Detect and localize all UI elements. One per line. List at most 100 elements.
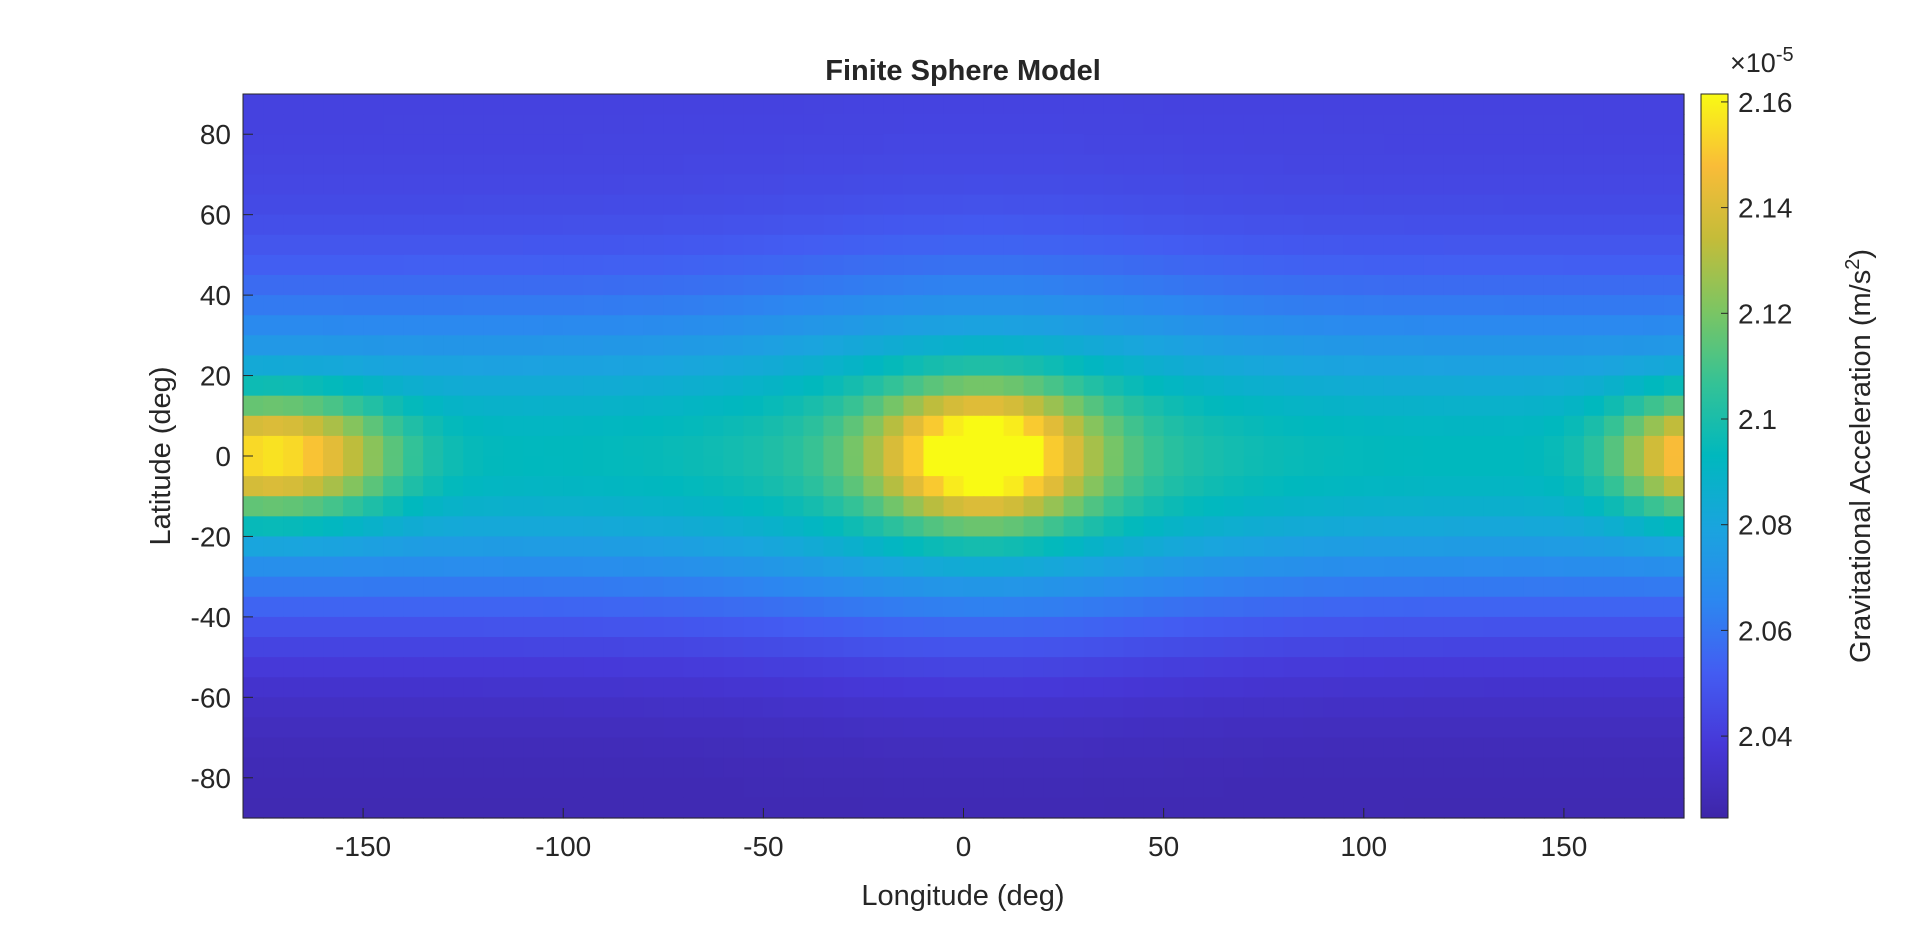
heatmap-cell (1503, 134, 1525, 155)
heatmap-cell (383, 456, 404, 477)
heatmap-cell (1463, 114, 1485, 135)
heatmap-cell (1083, 174, 1105, 196)
heatmap-cell (1403, 134, 1425, 155)
heatmap-cell (1403, 335, 1425, 357)
heatmap-cell (543, 637, 564, 658)
heatmap-cell (443, 94, 464, 115)
heatmap-cell (1443, 375, 1465, 397)
heatmap-cell (383, 757, 404, 779)
heatmap-cell (1103, 757, 1125, 779)
heatmap-cell (763, 335, 784, 357)
heatmap-cell (643, 616, 664, 638)
heatmap-cell (1403, 757, 1425, 779)
heatmap-cell (923, 395, 945, 417)
heatmap-cell (1503, 536, 1525, 558)
heatmap-cell (1623, 375, 1645, 397)
heatmap-cell (883, 275, 905, 296)
heatmap-cell (463, 234, 484, 256)
heatmap-cell (583, 777, 604, 799)
heatmap-cell (303, 154, 324, 176)
heatmap-cell (523, 476, 544, 497)
heatmap-cell (1023, 737, 1045, 759)
heatmap-cell (243, 516, 264, 538)
heatmap-cell (963, 657, 985, 678)
heatmap-cell (1183, 214, 1205, 236)
heatmap-cell (823, 415, 845, 437)
heatmap-cell (943, 697, 965, 719)
heatmap-cell (1303, 435, 1325, 457)
y-tick-label: -60 (191, 682, 231, 713)
heatmap-cell (403, 596, 424, 618)
heatmap-cell (1183, 456, 1205, 477)
heatmap-cell (1203, 496, 1225, 517)
heatmap-cell (803, 516, 824, 538)
heatmap-cell (623, 556, 644, 578)
heatmap-cell (1483, 717, 1505, 739)
heatmap-cell (1603, 496, 1625, 517)
heatmap-cell (1283, 536, 1305, 558)
heatmap-cell (983, 295, 1005, 316)
heatmap-cell (283, 637, 304, 658)
heatmap-cell (1603, 697, 1625, 719)
heatmap-cell (1323, 375, 1345, 397)
heatmap-cell (1503, 697, 1525, 719)
heatmap-cell (483, 536, 504, 558)
heatmap-cell (1063, 395, 1085, 417)
heatmap-cell (543, 456, 564, 477)
heatmap-cell (1463, 355, 1485, 377)
heatmap-cell (1463, 757, 1485, 779)
heatmap-cell (503, 657, 524, 678)
heatmap-cell (663, 737, 684, 759)
heatmap-cell (863, 616, 885, 638)
heatmap-cell (403, 194, 424, 216)
heatmap-cell (883, 556, 905, 578)
heatmap-cell (423, 536, 444, 558)
x-tick-label: 100 (1340, 831, 1387, 862)
heatmap-cell (1463, 254, 1485, 276)
heatmap-cell (263, 596, 284, 618)
heatmap-cell (343, 315, 364, 336)
heatmap-cell (803, 697, 824, 719)
heatmap-cell (563, 456, 584, 477)
heatmap-cell (723, 576, 744, 598)
heatmap-cell (1243, 154, 1265, 176)
heatmap-cell (1043, 194, 1065, 216)
heatmap-cell (1343, 717, 1365, 739)
heatmap-cell (1203, 415, 1225, 437)
heatmap-cell (1543, 114, 1565, 135)
heatmap-cell (1003, 355, 1025, 377)
heatmap-cell (983, 114, 1005, 135)
heatmap-cell (863, 335, 885, 357)
heatmap-cell (1623, 456, 1645, 477)
heatmap-cell (1203, 737, 1225, 759)
x-tick-label: -50 (743, 831, 783, 862)
heatmap-cell (623, 777, 644, 799)
heatmap-cell (463, 637, 484, 658)
heatmap-cell (363, 435, 384, 457)
heatmap-cell (1003, 154, 1025, 176)
heatmap-cell (483, 496, 504, 517)
heatmap-cell (523, 415, 544, 437)
heatmap-cell (283, 355, 304, 377)
heatmap-cell (943, 496, 965, 517)
heatmap-cell (883, 536, 905, 558)
heatmap-cell (443, 737, 464, 759)
heatmap-cell (863, 94, 885, 115)
heatmap-cell (1403, 536, 1425, 558)
heatmap-cell (283, 275, 304, 296)
heatmap-cell (1123, 677, 1145, 698)
heatmap-cell (383, 697, 404, 719)
heatmap-cell (1303, 697, 1325, 719)
heatmap-cell (263, 395, 284, 417)
heatmap-cell (363, 677, 384, 698)
heatmap-cell (723, 174, 744, 196)
heatmap-cell (1183, 435, 1205, 457)
heatmap-cell (1183, 134, 1205, 155)
heatmap-cell (1523, 254, 1545, 276)
heatmap-cell (1503, 375, 1525, 397)
heatmap-cell (783, 315, 804, 336)
heatmap-cell (743, 737, 764, 759)
heatmap-cell (1463, 556, 1485, 578)
heatmap-cell (1423, 777, 1445, 799)
heatmap-cell (1323, 355, 1345, 377)
